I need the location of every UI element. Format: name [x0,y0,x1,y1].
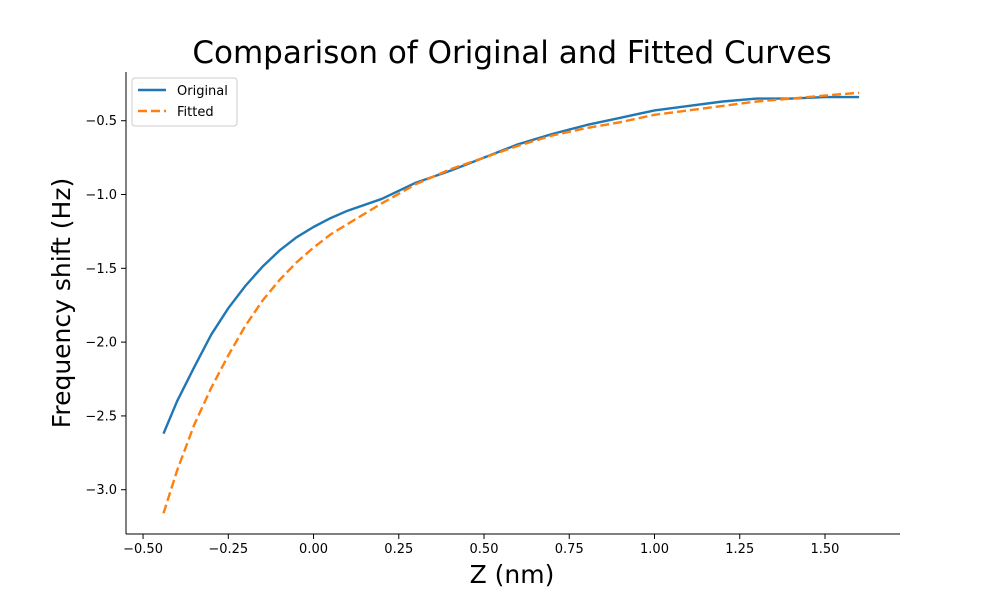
legend: Original Fitted [131,77,238,127]
legend-label-original: Original [177,84,228,99]
x-tick-label: 1.00 [640,542,669,557]
y-tick-label: −2.0 [85,336,117,351]
y-tick-label: −1.0 [85,188,117,203]
x-tick-label: −0.25 [208,542,248,557]
x-tick-label: 0.50 [470,542,499,557]
plot-area: −0.50 −0.25 0.00 0.25 0.50 0.75 1.00 1.25 1.50 −… [85,72,900,557]
x-tick-label: 0.25 [384,542,413,557]
x-ticks: −0.50 −0.25 0.00 0.25 0.50 0.75 1.00 1.25 1.50 [123,534,839,557]
x-tick-label: 0.00 [299,542,328,557]
series-line-fitted [162,91,860,514]
series-line-original [162,95,860,435]
x-tick-label: 1.50 [811,542,840,557]
y-tick-label: −0.5 [85,114,117,129]
y-tick-label: −1.5 [85,262,117,277]
y-ticks: −3.0 −2.5 −2.0 −1.5 −1.0 −0.5 [85,114,126,498]
chart-title: Comparison of Original and Fitted Curves [192,35,831,71]
x-axis-label: Z (nm) [470,560,555,589]
series-layer [162,91,860,514]
y-tick-label: −2.5 [85,409,117,424]
x-tick-label: −0.50 [123,542,163,557]
x-tick-label: 0.75 [555,542,584,557]
x-tick-label: 1.25 [725,542,754,557]
legend-label-fitted: Fitted [177,105,214,120]
y-tick-label: −3.0 [85,483,117,498]
y-axis-label: Frequency shift (Hz) [47,178,76,428]
